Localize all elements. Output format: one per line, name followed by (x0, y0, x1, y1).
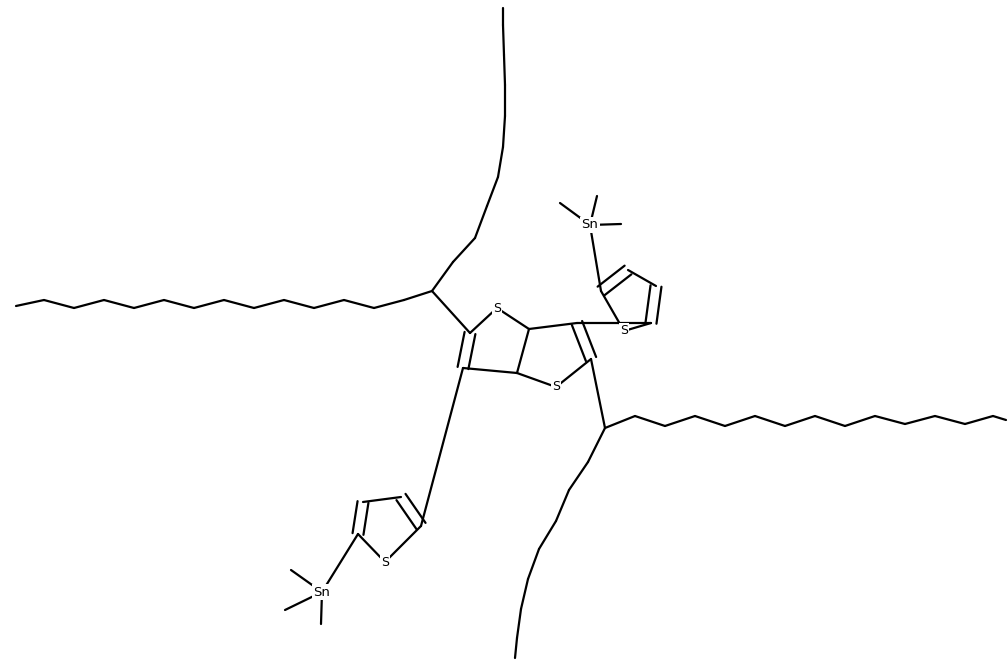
Text: S: S (381, 556, 389, 568)
Text: Sn: Sn (582, 218, 599, 232)
Text: S: S (493, 301, 501, 315)
Text: Sn: Sn (313, 586, 331, 598)
Text: S: S (620, 325, 628, 337)
Text: S: S (552, 380, 560, 394)
